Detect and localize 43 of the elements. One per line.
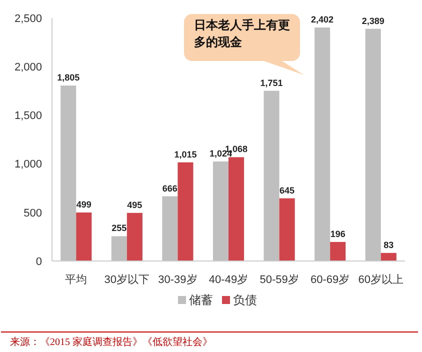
y-tick-label: 2,500 — [14, 12, 42, 25]
bar — [60, 86, 76, 261]
bar — [264, 90, 280, 261]
data-label: 1,015 — [174, 149, 197, 160]
x-tick-label: 平均 — [65, 274, 88, 286]
bar — [178, 162, 194, 261]
y-tick-label: 0 — [36, 256, 42, 268]
data-label: 2,402 — [311, 14, 334, 25]
bar — [111, 236, 127, 261]
x-tick-label: 40-49岁 — [208, 274, 248, 286]
data-label: 2,389 — [362, 16, 384, 26]
bar — [162, 196, 178, 261]
bar — [314, 28, 330, 261]
x-tick-label: 50-59岁 — [260, 274, 299, 286]
data-label: 645 — [280, 185, 295, 196]
data-label: 196 — [330, 228, 346, 239]
data-label: 1,805 — [57, 72, 80, 83]
bar — [126, 212, 142, 261]
source-note: 来源：《2015 家庭调查报告》《低欲望社会》 — [10, 336, 212, 348]
y-tick-label: 1,000 — [14, 158, 42, 171]
bar — [365, 28, 381, 261]
data-label: 495 — [127, 200, 142, 210]
data-label: 499 — [76, 199, 92, 210]
y-tick-label: 500 — [24, 207, 42, 220]
x-tick-label: 30-39岁 — [158, 274, 198, 286]
data-label: 1,751 — [260, 78, 283, 88]
legend-label: 负债 — [233, 293, 257, 308]
legend-label: 储蓄 — [189, 293, 213, 308]
data-label: 83 — [384, 240, 394, 250]
bar — [279, 198, 295, 261]
bar — [212, 161, 228, 261]
data-label: 255 — [112, 223, 127, 234]
x-tick-label: 60岁以上 — [358, 273, 404, 286]
bar — [380, 252, 396, 261]
x-tick-label: 60-69岁 — [310, 274, 350, 286]
data-label: 666 — [162, 183, 178, 194]
x-tick-label: 30岁以下 — [104, 273, 150, 286]
bar — [228, 157, 244, 261]
y-tick-label: 1,500 — [14, 110, 42, 122]
annotation: 日本老人手上有更多的现金 — [193, 17, 291, 51]
y-tick-label: 2,000 — [14, 61, 42, 74]
bar — [76, 212, 92, 261]
bar — [330, 242, 346, 261]
